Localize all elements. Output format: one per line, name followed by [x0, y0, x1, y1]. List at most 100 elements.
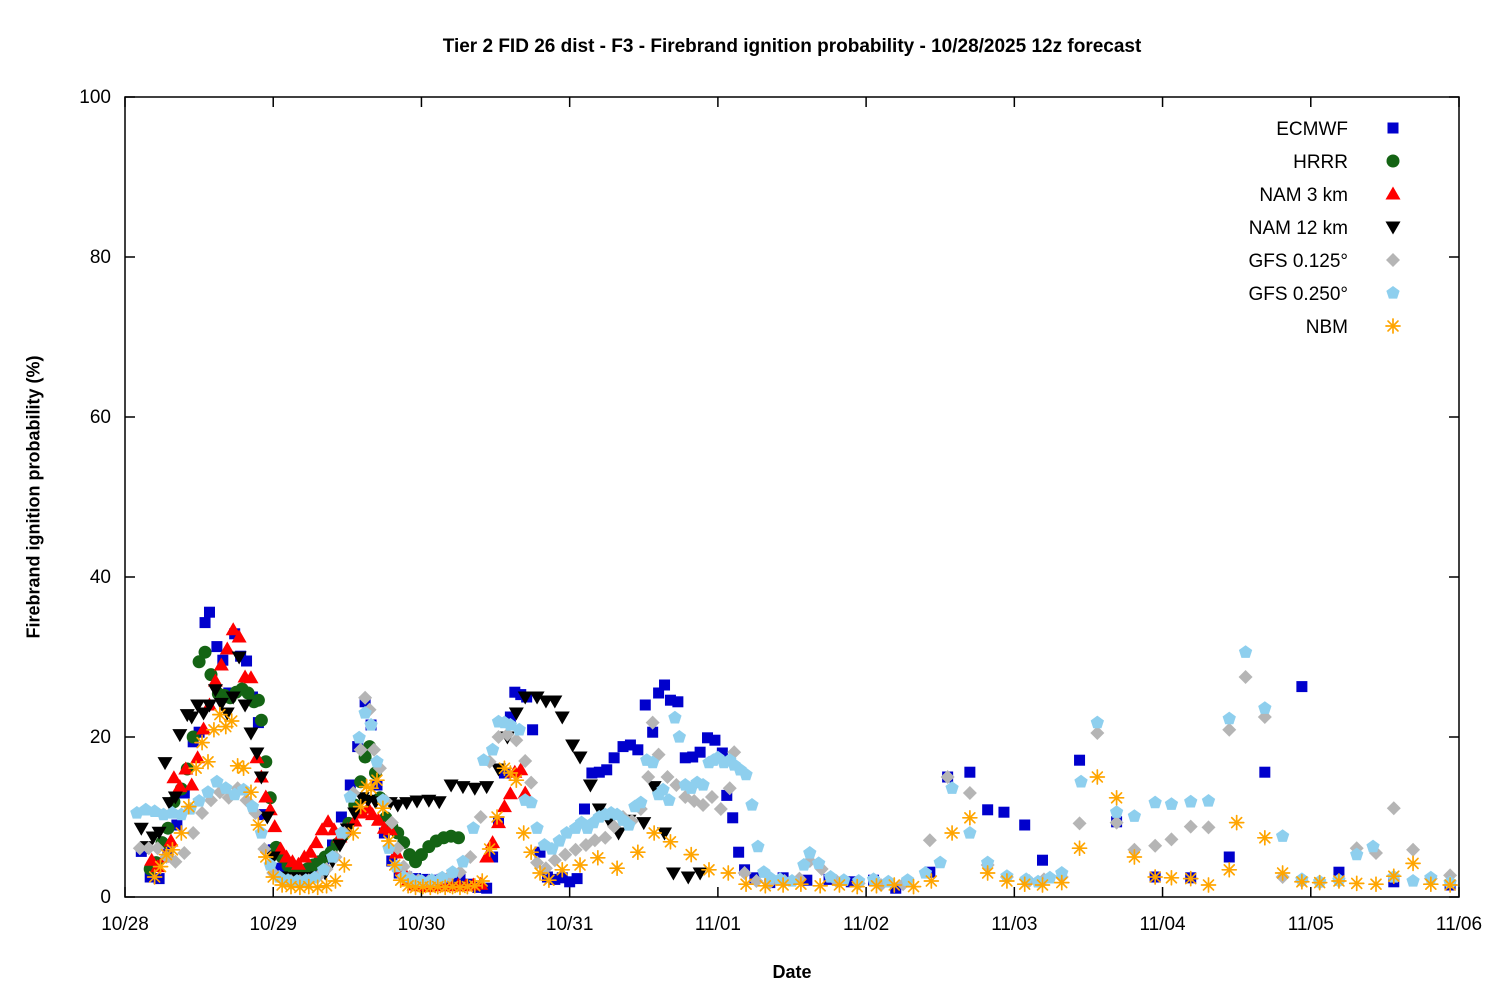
- point: [491, 811, 503, 823]
- point: [1090, 715, 1104, 729]
- point: [1183, 819, 1198, 834]
- point: [617, 741, 629, 753]
- point: [1165, 872, 1178, 884]
- point: [933, 855, 947, 869]
- point: [360, 780, 373, 793]
- point: [243, 670, 259, 684]
- point: [1222, 711, 1236, 725]
- point: [1184, 794, 1198, 808]
- point: [687, 751, 699, 763]
- point: [245, 786, 257, 798]
- point: [258, 789, 274, 803]
- x-tick-label: 11/04: [1139, 914, 1186, 935]
- point: [452, 831, 465, 845]
- point: [439, 881, 451, 894]
- point: [510, 774, 523, 786]
- point: [335, 811, 347, 823]
- point: [504, 767, 517, 779]
- point: [166, 770, 182, 784]
- legend-label: NAM 12 km: [1249, 218, 1348, 239]
- point: [409, 881, 422, 894]
- point: [722, 867, 735, 879]
- point: [358, 706, 372, 719]
- point: [177, 846, 192, 860]
- point: [508, 707, 524, 721]
- point: [1018, 878, 1031, 890]
- point: [184, 711, 200, 725]
- point: [657, 827, 673, 841]
- point: [367, 742, 382, 757]
- point: [201, 699, 217, 713]
- point: [568, 842, 583, 857]
- point: [1333, 875, 1345, 887]
- point: [962, 786, 977, 800]
- point: [466, 821, 480, 834]
- point: [745, 798, 759, 811]
- point: [502, 786, 518, 800]
- point: [308, 835, 324, 849]
- point: [751, 839, 765, 853]
- point: [692, 867, 708, 881]
- point: [259, 811, 275, 825]
- point: [455, 781, 471, 795]
- point: [1230, 816, 1243, 829]
- point: [325, 850, 340, 863]
- point: [202, 756, 214, 768]
- point: [737, 866, 752, 880]
- point: [981, 867, 994, 879]
- point: [1258, 701, 1272, 714]
- point: [639, 699, 651, 711]
- point: [211, 641, 223, 653]
- point: [513, 762, 529, 776]
- x-tick-label: 11/06: [1436, 914, 1482, 935]
- point: [251, 693, 265, 707]
- point: [208, 724, 220, 736]
- point: [384, 815, 399, 830]
- point: [290, 856, 306, 870]
- point: [1387, 122, 1399, 134]
- point: [598, 830, 613, 845]
- point: [611, 862, 623, 874]
- point: [347, 807, 363, 821]
- point: [964, 812, 976, 824]
- point: [409, 795, 425, 809]
- point: [645, 715, 660, 730]
- point: [1387, 320, 1399, 332]
- point: [702, 732, 714, 744]
- point: [1149, 871, 1161, 883]
- point: [479, 781, 495, 795]
- point: [469, 880, 481, 892]
- legend-label: ECMWF: [1276, 119, 1348, 140]
- point: [196, 707, 212, 721]
- point: [632, 744, 644, 756]
- point: [252, 819, 265, 831]
- point: [141, 841, 156, 856]
- point: [1201, 820, 1216, 835]
- point: [1128, 851, 1141, 863]
- point: [203, 606, 215, 618]
- x-tick-label: 10/31: [546, 914, 594, 935]
- point: [1259, 766, 1271, 778]
- point: [254, 713, 268, 727]
- point: [201, 785, 215, 798]
- point: [260, 851, 272, 863]
- point: [672, 730, 687, 743]
- point: [1109, 805, 1124, 818]
- point: [669, 778, 684, 792]
- point: [1386, 286, 1400, 299]
- point: [487, 851, 499, 863]
- point: [1425, 878, 1437, 890]
- point: [163, 833, 179, 847]
- point: [150, 841, 165, 856]
- y-tick-label: 60: [90, 407, 111, 428]
- point: [1313, 876, 1326, 889]
- point: [151, 826, 167, 840]
- point: [1444, 879, 1456, 891]
- point: [529, 691, 545, 705]
- point: [524, 775, 539, 790]
- point: [517, 827, 530, 839]
- point: [739, 767, 753, 781]
- point: [192, 794, 206, 807]
- x-tick-label: 10/29: [249, 914, 297, 935]
- point: [656, 782, 670, 796]
